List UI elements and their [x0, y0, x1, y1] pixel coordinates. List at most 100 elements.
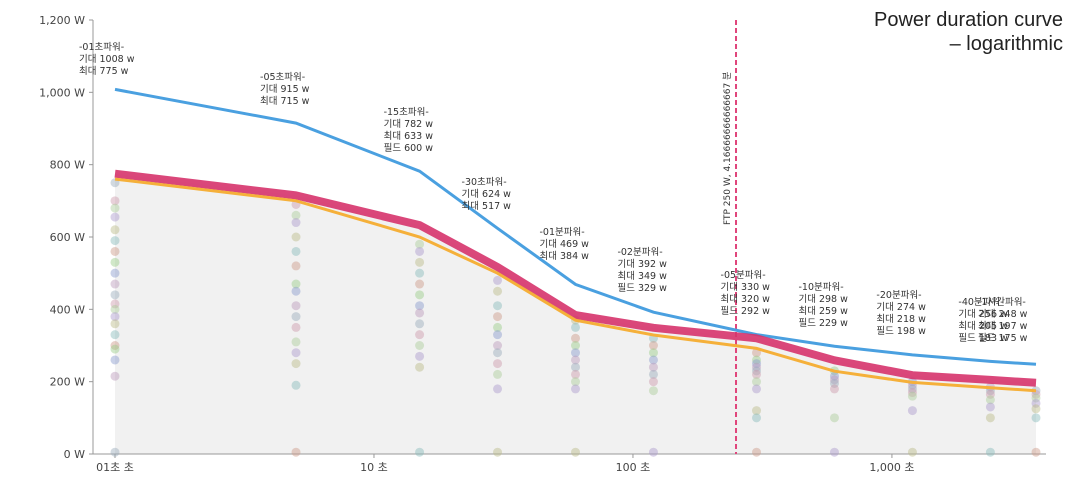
scatter-point — [415, 279, 425, 289]
scatter-point — [415, 330, 425, 340]
x-tick-label: 100 초 — [616, 461, 651, 474]
scatter-point — [752, 359, 762, 369]
scatter-point — [985, 447, 995, 457]
scatter-point — [648, 386, 658, 396]
scatter-point — [291, 359, 301, 369]
annotation-text: 최대 218 w — [876, 314, 926, 325]
annotation-text: 최대 517 w — [462, 201, 512, 212]
scatter-point — [648, 377, 658, 387]
scatter-point — [648, 348, 658, 358]
scatter-point — [110, 299, 120, 309]
scatter-point — [752, 406, 762, 416]
series-line-expected — [114, 87, 1037, 366]
scatter-point — [415, 362, 425, 372]
annotation-text: 기대 915 w — [260, 84, 310, 95]
annotation-text: 필드 175 w — [978, 332, 1028, 344]
scatter-point — [571, 377, 580, 387]
scatter-point — [985, 402, 995, 412]
annotation-text: -01초파워- — [79, 42, 124, 53]
annotation-text: -20분파워- — [876, 290, 921, 301]
annotation-text: 기대 274 w — [876, 302, 926, 313]
scatter-point — [291, 312, 301, 322]
scatter-point — [110, 355, 120, 365]
scatter-point — [571, 348, 580, 358]
scatter-point — [291, 246, 301, 256]
scatter-point — [110, 212, 120, 222]
annotation-text: 필드 329 w — [617, 282, 667, 294]
scatter-point — [291, 261, 301, 271]
scatter-point — [493, 341, 503, 350]
scatter-point — [493, 348, 503, 358]
scatter-point — [493, 286, 503, 296]
annotation-text: 기대 1008 w — [79, 54, 135, 65]
y-tick-label: 1,000 W — [39, 86, 85, 99]
chart-title: Power duration curve – logarithmic — [874, 8, 1063, 56]
scatter-point — [291, 232, 301, 242]
scatter-point — [291, 348, 301, 358]
annotation-text: 최대 384 w — [540, 251, 590, 262]
scatter-point — [110, 447, 120, 457]
annotation-text: 최대 259 w — [798, 306, 848, 317]
scatter-point — [907, 406, 917, 416]
scatter-point — [648, 447, 658, 457]
scatter-point — [829, 375, 839, 385]
scatter-point — [1031, 447, 1041, 457]
scatter-point — [907, 388, 917, 398]
x-tick-label: 01초 초 — [96, 461, 134, 474]
series-line-best — [114, 169, 1037, 387]
annotation-text: 최대 320 w — [721, 294, 771, 305]
scatter-point — [291, 210, 301, 220]
scatter-point — [648, 341, 658, 350]
annotation-text: -1시간파워- — [978, 297, 1026, 308]
annotation-text: 필드 198 w — [876, 325, 926, 337]
scatter-point — [829, 447, 839, 457]
chart-title-line2: – logarithmic — [949, 33, 1063, 55]
scatter-point — [907, 384, 917, 394]
scatter-point — [110, 268, 120, 278]
scatter-point — [985, 389, 995, 399]
annotation-text: -05분파워- — [721, 270, 766, 281]
annotation-text: -15초파워- — [384, 107, 429, 118]
scatter-point — [415, 246, 425, 256]
scatter-point — [493, 447, 503, 457]
scatter-point — [291, 380, 301, 390]
scatter-point — [493, 275, 503, 285]
annotation-text: -05초파워- — [260, 72, 305, 83]
scatter-point — [752, 413, 762, 423]
annotation-text: 최대 775 w — [79, 66, 129, 77]
scatter-point — [493, 301, 503, 311]
scatter-point — [1031, 404, 1041, 414]
scatter-point — [571, 341, 580, 350]
annotation-text: 필드 600 w — [384, 142, 434, 154]
scatter-point — [571, 362, 580, 372]
scatter-point — [110, 319, 120, 329]
scatter-point — [415, 351, 425, 361]
scatter-point — [110, 203, 120, 213]
scatter-point — [110, 246, 120, 256]
annotation-text: 최대 715 w — [260, 96, 310, 107]
scatter-point — [110, 330, 120, 340]
y-tick-label: 1,200 W — [39, 14, 85, 27]
scatter-point — [415, 301, 425, 311]
scatter-point — [493, 312, 503, 322]
annotation-text: 기대 782 w — [384, 119, 434, 130]
annotation-text: 필드 292 w — [721, 305, 771, 317]
scatter-point — [571, 369, 580, 379]
scatter-point — [415, 319, 425, 329]
y-tick-label: 400 W — [50, 303, 85, 316]
scatter-point — [291, 447, 301, 457]
scatter-point — [493, 384, 503, 394]
scatter-point — [110, 279, 120, 289]
annotation-text: 기대 392 w — [617, 259, 667, 270]
annotation-text: -10분파워- — [798, 282, 843, 293]
annotation-text: 최대 197 w — [978, 321, 1028, 332]
scatter-point — [415, 268, 425, 278]
scatter-point — [829, 413, 839, 423]
scatter-point — [907, 391, 917, 401]
scatter-point — [291, 286, 301, 296]
scatter-point — [829, 384, 839, 394]
scatter-point — [907, 447, 917, 457]
scatter-point — [648, 355, 658, 365]
scatter-point — [985, 395, 995, 405]
